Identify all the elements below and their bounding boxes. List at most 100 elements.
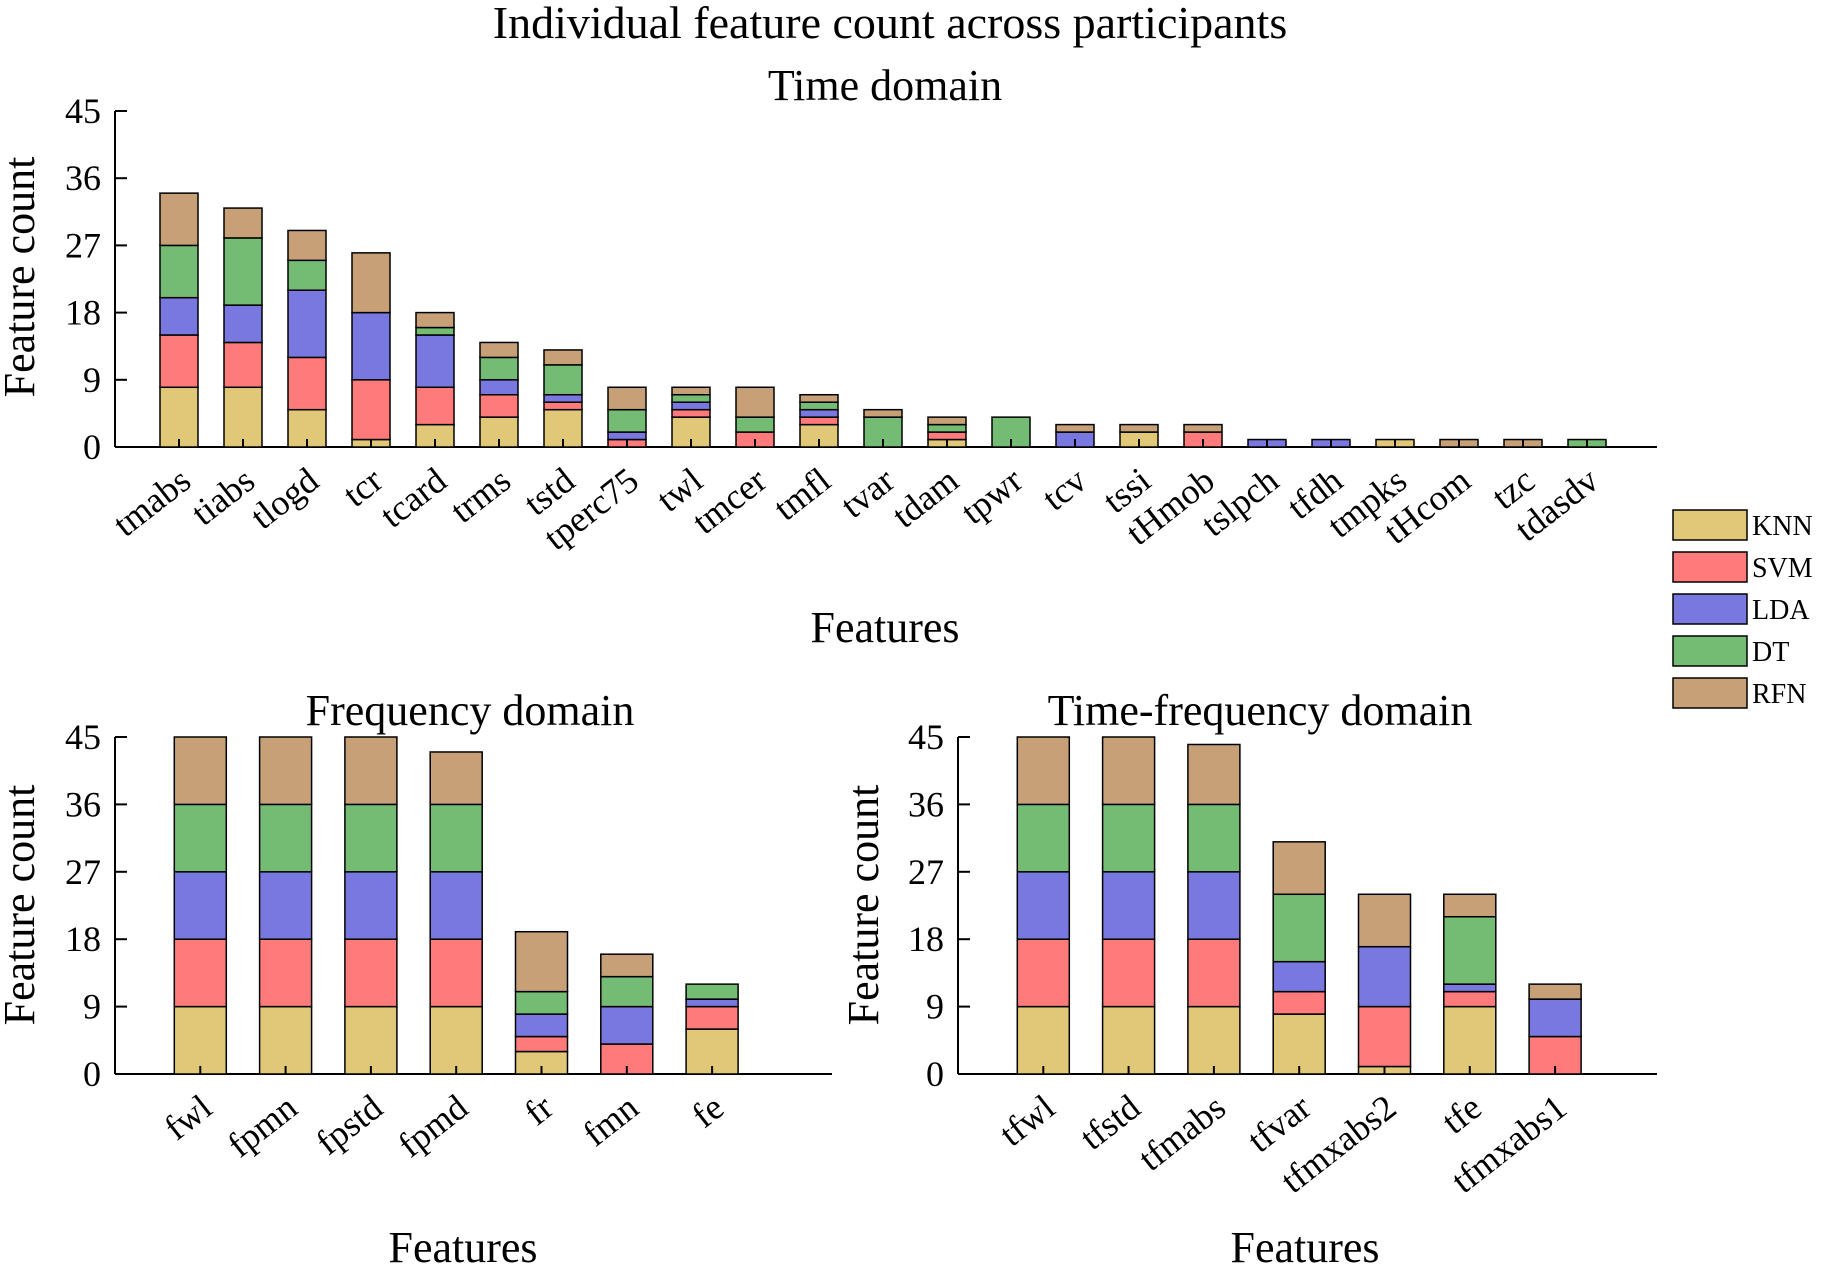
bar-segment-dt-tdam [927, 423, 967, 433]
x-axis-label: Features [388, 1223, 537, 1266]
y-tick-label: 18 [65, 919, 101, 959]
bar-segment-rfn-tmcer [735, 386, 775, 418]
bar-segment-lda-tlogd [287, 289, 327, 359]
bar-segment-svm-fe [685, 1005, 739, 1030]
y-axis-label: Feature count [839, 785, 888, 1026]
bar-segment-svm-tfvar [1272, 990, 1326, 1015]
bar-segment-lda-tcr [351, 311, 391, 381]
bar-segment-svm-twl [671, 408, 711, 418]
bar-segment-rfn-twl [671, 386, 711, 396]
bar-segment-rfn-tstd [543, 349, 583, 366]
bar-segment-rfn-tmfl [799, 393, 839, 403]
y-tick-label: 36 [65, 784, 101, 824]
x-tick-label-tvar: tvar [833, 460, 902, 526]
y-tick-label: 9 [83, 987, 101, 1027]
time-domain-chart: Time domain Features Feature count 0 9 18 2… [0, 61, 1657, 652]
x-tick-label-tdam: tdam [885, 460, 966, 536]
legend-label-lda: LDA [1752, 595, 1810, 626]
bar-segment-lda-fe [685, 998, 739, 1008]
bar-segment-rfn-thmob [1183, 423, 1223, 433]
bar-segment-dt-trms [479, 356, 519, 381]
bar-segment-svm-tdam [927, 431, 967, 441]
bar-segment-dt-tfstd [1101, 803, 1156, 873]
bar-segment-rfn-trms [479, 341, 519, 359]
x-tick-label-tpwr: tpwr [953, 460, 1030, 532]
y-axis-label: Feature count [0, 157, 44, 398]
bar-segment-rfn-fpstd [344, 736, 398, 806]
time-frequency-domain-chart: Time-frequency domain Features Feature c… [839, 686, 1657, 1266]
legend: KNN SVM LDA DT RFN [1672, 509, 1813, 710]
bar-segment-lda-tfe [1443, 983, 1497, 993]
bar-segment-lda-trms [479, 379, 519, 396]
legend-swatch-knn [1672, 509, 1748, 541]
bar-segment-knn-fpstd [344, 1005, 398, 1075]
bar-segment-rfn-tfmabs [1187, 743, 1241, 806]
bar-segment-knn-tfvar [1272, 1013, 1326, 1075]
bar-segment-svm-tstd [543, 401, 583, 411]
bar-segment-dt-tmabs [159, 244, 199, 299]
bar-segment-dt-tfwl [1016, 803, 1071, 873]
y-axis-label: Feature count [0, 785, 44, 1026]
x-tick-label-fpmd: fpmd [391, 1087, 476, 1165]
bar-segment-knn-fpmd [429, 1005, 483, 1075]
y-tick-label: 45 [908, 717, 944, 757]
bar-segment-knn-tmabs [159, 386, 199, 448]
bar-segment-dt-twl [671, 393, 711, 403]
legend-label-knn: KNN [1752, 511, 1813, 542]
y-tick-label: 0 [83, 1054, 101, 1094]
x-tick-label-tiabs: tiabs [184, 460, 262, 533]
bar-segment-svm-tfstd [1101, 938, 1156, 1008]
bar-segment-lda-tcard [415, 334, 455, 389]
bar-segment-rfn-tcr [351, 252, 391, 314]
bar-segment-svm-fpmn [258, 938, 313, 1008]
y-tick-label: 18 [65, 293, 101, 333]
chart-title: Frequency domain [306, 686, 635, 735]
bar-segment-rfn-tfmxabs1 [1528, 983, 1582, 1000]
bar-segment-lda-tfwl [1016, 871, 1071, 940]
legend-swatch-lda [1672, 593, 1748, 625]
bar-segment-dt-tcard [415, 326, 455, 336]
chart-title: Time domain [768, 61, 1002, 110]
y-tick-label: 45 [65, 91, 101, 131]
bar-segment-lda-tiabs [223, 304, 263, 344]
y-tick-label: 18 [908, 919, 944, 959]
bar-segment-svm-fpmd [429, 938, 483, 1008]
bar-segment-dt-tlogd [287, 259, 327, 291]
bar-segment-rfn-fwl [173, 736, 228, 806]
x-tick-label-fmn: fmn [575, 1087, 645, 1154]
bar-segment-knn-tfe [1443, 1005, 1497, 1075]
x-tick-label-tcard: tcard [373, 460, 454, 536]
bar-segment-dt-fmn [600, 975, 654, 1008]
bar-segment-dt-fr [514, 990, 569, 1015]
bar-segment-lda-tfstd [1101, 871, 1156, 940]
x-tick-label-tfmabs: tfmabs [1131, 1087, 1233, 1179]
bar-segment-svm-fwl [173, 938, 228, 1008]
x-tick-label-fpmn: fpmn [220, 1087, 305, 1165]
bar-segment-svm-tfmxabs2 [1357, 1005, 1412, 1068]
bar-segment-rfn-tssi [1119, 423, 1159, 433]
bar-segment-rfn-tfwl [1016, 736, 1071, 806]
bar-segment-lda-fpmn [258, 871, 313, 940]
bar-segment-knn-fwl [173, 1005, 228, 1075]
y-tick-label: 45 [65, 717, 101, 757]
bar-segment-rfn-tiabs [223, 207, 263, 239]
legend-label-dt: DT [1752, 637, 1789, 668]
bar-segment-lda-tmabs [159, 296, 199, 336]
bar-segment-lda-twl [671, 401, 711, 411]
bar-segment-svm-tcard [415, 386, 455, 426]
bar-segment-rfn-tlogd [287, 229, 327, 262]
bar-segment-lda-tfvar [1272, 960, 1326, 993]
bar-segment-rfn-tperc75 [607, 386, 647, 411]
x-axis-label: Features [810, 603, 959, 652]
x-tick-label-tfwl: tfwl [992, 1087, 1062, 1154]
y-tick-label: 9 [926, 987, 944, 1027]
bar-segment-lda-tstd [543, 393, 583, 403]
x-tick-label-fe: fe [684, 1087, 731, 1136]
y-tick-label: 36 [65, 158, 101, 198]
y-tick-label: 27 [908, 852, 944, 892]
legend-swatch-rfn [1672, 677, 1748, 709]
bar-segment-knn-tfstd [1101, 1005, 1156, 1075]
x-tick-label-tfe: tfe [1434, 1087, 1489, 1142]
x-tick-label-trms: trms [443, 460, 518, 531]
legend-swatch-dt [1672, 635, 1748, 667]
